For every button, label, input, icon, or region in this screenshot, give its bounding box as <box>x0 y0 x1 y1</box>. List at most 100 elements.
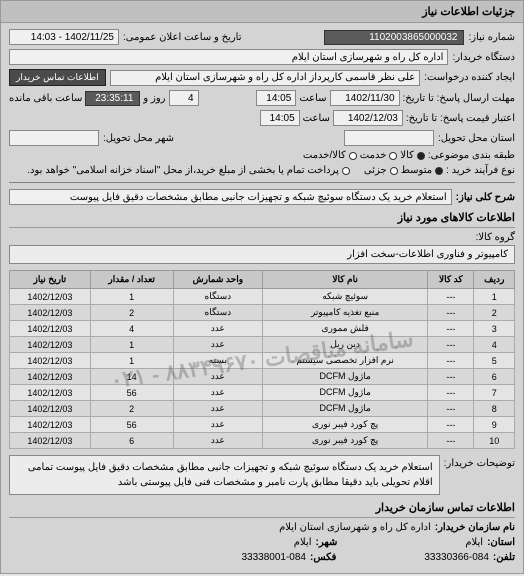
table-cell: 1402/12/03 <box>10 289 91 305</box>
table-cell: 2 <box>90 305 173 321</box>
table-cell: 1402/12/03 <box>10 353 91 369</box>
table-cell: 1402/12/03 <box>10 417 91 433</box>
opt-goods: کالا <box>400 150 414 161</box>
table-row: 4---دین ریلعدد11402/12/03 <box>10 337 515 353</box>
row-org-name: نام سازمان خریدار: اداره کل راه و شهرساز… <box>9 522 515 533</box>
category-label: گروه کالا: <box>476 232 515 243</box>
radio-mid[interactable] <box>435 167 443 175</box>
table-cell: --- <box>428 305 474 321</box>
buyer-org-label: دستگاه خریدار: <box>452 52 515 63</box>
table-cell: 1 <box>474 289 515 305</box>
org-name-label: نام سازمان خریدار: <box>435 522 515 533</box>
table-cell: --- <box>428 369 474 385</box>
delivery-city-label: شهر محل تحویل: <box>103 133 174 144</box>
table-cell: --- <box>428 401 474 417</box>
table-cell: 4 <box>90 321 173 337</box>
delivery-city <box>9 130 99 146</box>
table-cell: --- <box>428 337 474 353</box>
table-row: 3---فلش مموریعدد41402/12/03 <box>10 321 515 337</box>
table-cell: 2 <box>90 401 173 417</box>
time-label-1: ساعت <box>299 93 326 104</box>
radio-service[interactable] <box>389 152 397 160</box>
table-header-row: ردیفکد کالانام کالاواحد شمارشتعداد / مقد… <box>10 271 515 289</box>
table-cell: --- <box>428 433 474 449</box>
table-header-cell: تاریخ نیاز <box>10 271 91 289</box>
opt-goods-service: کالا/خدمت <box>303 150 346 161</box>
row-phone: تلفن: 33330366-084 فکس: 33338001-084 <box>9 552 515 563</box>
buyer-contact-button[interactable]: اطلاعات تماس خریدار <box>9 69 106 86</box>
table-cell: بسته <box>173 353 262 369</box>
radio-partial[interactable] <box>390 167 398 175</box>
row-validity: اعتبار قیمت پاسخ: تا تاریخ: 1402/12/03 س… <box>9 110 515 126</box>
table-row: 8---ماژول DCFMعدد21402/12/03 <box>10 401 515 417</box>
contact-section-title: اطلاعات تماس سازمان خریدار <box>9 501 515 518</box>
table-cell: عدد <box>173 433 262 449</box>
table-body: 1---سوئیچ شبکهدستگاه11402/12/032---منبع … <box>10 289 515 449</box>
fax-label: فکس: <box>310 552 336 563</box>
row-summary: شرح کلی نیاز: استعلام خرید یک دستگاه سوئ… <box>9 189 515 205</box>
purchase-note: پرداخت تمام یا بخشی از مبلغ خرید،از محل … <box>27 165 339 176</box>
table-cell: 6 <box>90 433 173 449</box>
province-label: استان: <box>487 537 515 548</box>
row-desc: توضیحات خریدار: استعلام خرید یک دستگاه س… <box>9 455 515 495</box>
province-value: ایلام <box>465 537 483 548</box>
table-cell: 10 <box>474 433 515 449</box>
table-row: 5---نرم افزار تخصصی سیستمبسته11402/12/03 <box>10 353 515 369</box>
table-cell: 8 <box>474 401 515 417</box>
table-cell: عدد <box>173 321 262 337</box>
city-value: ایلام <box>294 537 312 548</box>
deadline-date: 1402/11/30 <box>330 90 400 106</box>
row-buyer-org: دستگاه خریدار: اداره کل راه و شهرسازی اس… <box>9 49 515 65</box>
table-cell: پچ کورد فیبر نوری <box>263 417 428 433</box>
table-cell: عدد <box>173 369 262 385</box>
table-cell: منبع تغذیه کامپیوتر <box>263 305 428 321</box>
desc-label: توضیحات خریدار: <box>444 455 515 469</box>
opt-service: خدمت <box>360 150 387 161</box>
goods-section-title: اطلاعات کالاهای مورد نیاز <box>9 211 515 228</box>
need-details-panel: جزئیات اطلاعات نیاز شماره نیاز: 11020038… <box>0 0 524 574</box>
summary-label: شرح کلی نیاز: <box>456 192 515 203</box>
table-cell: --- <box>428 353 474 369</box>
panel-title: جزئیات اطلاعات نیاز <box>1 1 523 23</box>
delivery-province <box>344 130 434 146</box>
table-cell: 1 <box>90 353 173 369</box>
table-cell: 6 <box>474 369 515 385</box>
time-label-2: ساعت <box>303 113 330 124</box>
table-cell: نرم افزار تخصصی سیستم <box>263 353 428 369</box>
row-requester: ایجاد کننده درخواست: علی نظر قاسمی کارپر… <box>9 69 515 86</box>
row-budget: طبقه بندی موضوعی: کالا خدمت کالا/خدمت <box>9 150 515 161</box>
radio-treasury[interactable] <box>342 167 350 175</box>
radio-goods[interactable] <box>417 152 425 160</box>
opt-partial: جزئی <box>364 165 387 176</box>
delivery-label: استان محل تحویل: <box>438 133 515 144</box>
row-delivery: استان محل تحویل: شهر محل تحویل: <box>9 130 515 146</box>
remaining-time: 23:35:11 <box>85 91 140 106</box>
table-cell: 4 <box>474 337 515 353</box>
table-cell: 7 <box>474 385 515 401</box>
table-cell: 1 <box>90 337 173 353</box>
panel-body: شماره نیاز: 1102003865000032 تاریخ و ساع… <box>1 23 523 573</box>
phone-value: 33330366-084 <box>424 552 489 563</box>
table-wrap: ردیفکد کالانام کالاواحد شمارشتعداد / مقد… <box>9 270 515 449</box>
fax-value: 33338001-084 <box>241 552 306 563</box>
table-cell: دین ریل <box>263 337 428 353</box>
purchase-type-label: نوع فرآیند خرید : <box>446 165 515 176</box>
row-category: گروه کالا: <box>9 232 515 243</box>
table-cell: --- <box>428 385 474 401</box>
row-purchase-type: نوع فرآیند خرید : متوسط جزئی پرداخت تمام… <box>9 165 515 176</box>
budget-label: طبقه بندی موضوعی: <box>428 150 515 161</box>
row-province: استان: ایلام شهر: ایلام <box>9 537 515 548</box>
table-row: 7---ماژول DCFMعدد561402/12/03 <box>10 385 515 401</box>
table-cell: 2 <box>474 305 515 321</box>
table-cell: 1402/12/03 <box>10 385 91 401</box>
goods-table: ردیفکد کالانام کالاواحد شمارشتعداد / مقد… <box>9 270 515 449</box>
radio-goods-service[interactable] <box>349 152 357 160</box>
table-header-cell: ردیف <box>474 271 515 289</box>
announce-label: تاریخ و ساعت اعلان عمومی: <box>123 32 242 43</box>
remaining-label: ساعت باقی مانده <box>9 93 82 104</box>
requester-value: علی نظر قاسمی کارپرداز اداره کل راه و شه… <box>110 70 421 86</box>
table-cell: سوئیچ شبکه <box>263 289 428 305</box>
need-number-value: 1102003865000032 <box>324 30 464 45</box>
table-header-cell: کد کالا <box>428 271 474 289</box>
table-cell: ماژول DCFM <box>263 385 428 401</box>
